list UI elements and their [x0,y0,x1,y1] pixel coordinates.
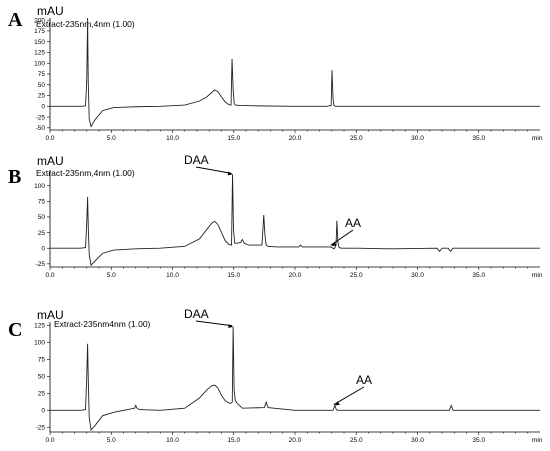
chromatogram-trace [50,174,540,267]
y-tick-label: 125 [34,50,45,57]
annotation-arrowhead [331,241,337,247]
y-tick-label: 25 [38,93,46,100]
channel-label: Extract-235nm,4nm (1.00) [36,168,135,178]
panel-letter: C [8,319,22,341]
y-tick-label: 25 [38,390,46,397]
y-tick-label: 50 [38,82,46,89]
panel-a: A mAU Extract-235nm,4nm (1.00) -50 -25 0 25… [8,4,543,142]
annotation-arrow [195,166,232,174]
peak-annotation-label: DAA [184,153,209,167]
x-tick-label: 25.0 [350,437,363,444]
y-tick-label: 75 [38,71,46,78]
x-tick-label: 35.0 [472,437,485,444]
peak-annotation-label: AA [356,373,372,387]
y-axis-unit: mAU [37,154,64,168]
x-tick-label: 25.0 [350,272,363,279]
x-tick-label: 25.0 [350,135,363,142]
x-tick-label: 15.0 [227,135,240,142]
marks: DAA AA [50,153,540,267]
x-tick-label: 5.0 [107,437,116,444]
y-tick-label: 0 [41,104,45,111]
y-tick-label: -25 [36,114,46,121]
x-tick-label: 15.0 [227,272,240,279]
x-tick-label: 35.0 [472,135,485,142]
y-tick-label: 75 [38,198,46,205]
panel-c: C mAU Extract-235nm4nm (1.00) -25 0 25 50 75… [8,307,543,444]
y-tick-label: 0 [41,407,45,414]
annotation-arrowhead [334,401,340,406]
channel-label: Extract-235nm,4nm (1.00) [36,19,135,29]
marks: DAA AA [50,307,540,431]
channel-label: Extract-235nm4nm (1.00) [54,319,151,329]
x-axis-unit: min [532,272,543,279]
x-tick-label: 5.0 [107,272,116,279]
annotation-arrowhead [227,171,233,176]
x-axis-unit: min [532,437,543,444]
annotation-arrowhead [228,324,234,328]
y-tick-label: -50 [36,125,46,132]
x-tick-label: 30.0 [411,135,424,142]
y-axis-unit: mAU [37,308,64,322]
y-tick-label: 200 [34,17,45,24]
y-axis-unit: mAU [37,4,64,18]
y-tick-label: 100 [34,60,45,67]
annotation-arrow [195,320,233,327]
panel-b: B mAU Extract-235nm,4nm (1.00) -25 0 25 50 7… [8,153,543,279]
axes: -25 0 25 50 75 100 125 0.0 5.0 10.0 15.0 20.0 25.0 30… [34,322,540,444]
y-tick-label: 75 [38,357,46,364]
x-tick-label: 5.0 [107,135,116,142]
x-tick-label: 0.0 [45,437,54,444]
y-tick-label: 25 [38,230,46,237]
chromatogram-trace [50,17,540,128]
x-tick-label: 10.0 [166,272,179,279]
x-tick-label: 20.0 [289,135,302,142]
y-tick-label: -25 [36,261,46,268]
annotation-arrow [333,386,365,405]
x-tick-label: 20.0 [289,437,302,444]
x-tick-label: 10.0 [166,437,179,444]
panel-letter: A [8,9,23,31]
y-tick-label: 150 [34,39,45,46]
x-tick-label: 35.0 [472,272,485,279]
y-tick-label: -25 [36,424,46,431]
x-tick-label: 15.0 [227,437,240,444]
x-tick-label: 10.0 [166,135,179,142]
peak-annotation-label: AA [345,216,361,230]
y-tick-label: 0 [41,245,45,252]
axes: -25 0 25 50 75 100 0.0 5.0 10.0 15.0 20.0 25.0 30.0 3… [34,170,540,279]
x-tick-label: 0.0 [45,135,54,142]
marks [50,17,540,128]
y-tick-label: 100 [34,183,45,190]
x-tick-label: 0.0 [45,272,54,279]
x-axis-unit: min [532,135,543,142]
y-tick-label: 50 [38,214,46,221]
x-tick-label: 20.0 [289,272,302,279]
y-tick-label: 125 [34,323,45,330]
peak-annotation-label: DAA [184,307,209,321]
x-tick-label: 30.0 [411,272,424,279]
y-tick-label: 50 [38,374,46,381]
axes: -50 -25 0 25 50 75 100 125 150 175 200 0.0 5.0 10.0 15… [34,17,540,142]
x-tick-label: 30.0 [411,437,424,444]
chromatogram-trace [50,326,540,431]
panel-letter: B [8,166,21,188]
y-tick-label: 175 [34,28,45,35]
y-tick-label: 100 [34,340,45,347]
